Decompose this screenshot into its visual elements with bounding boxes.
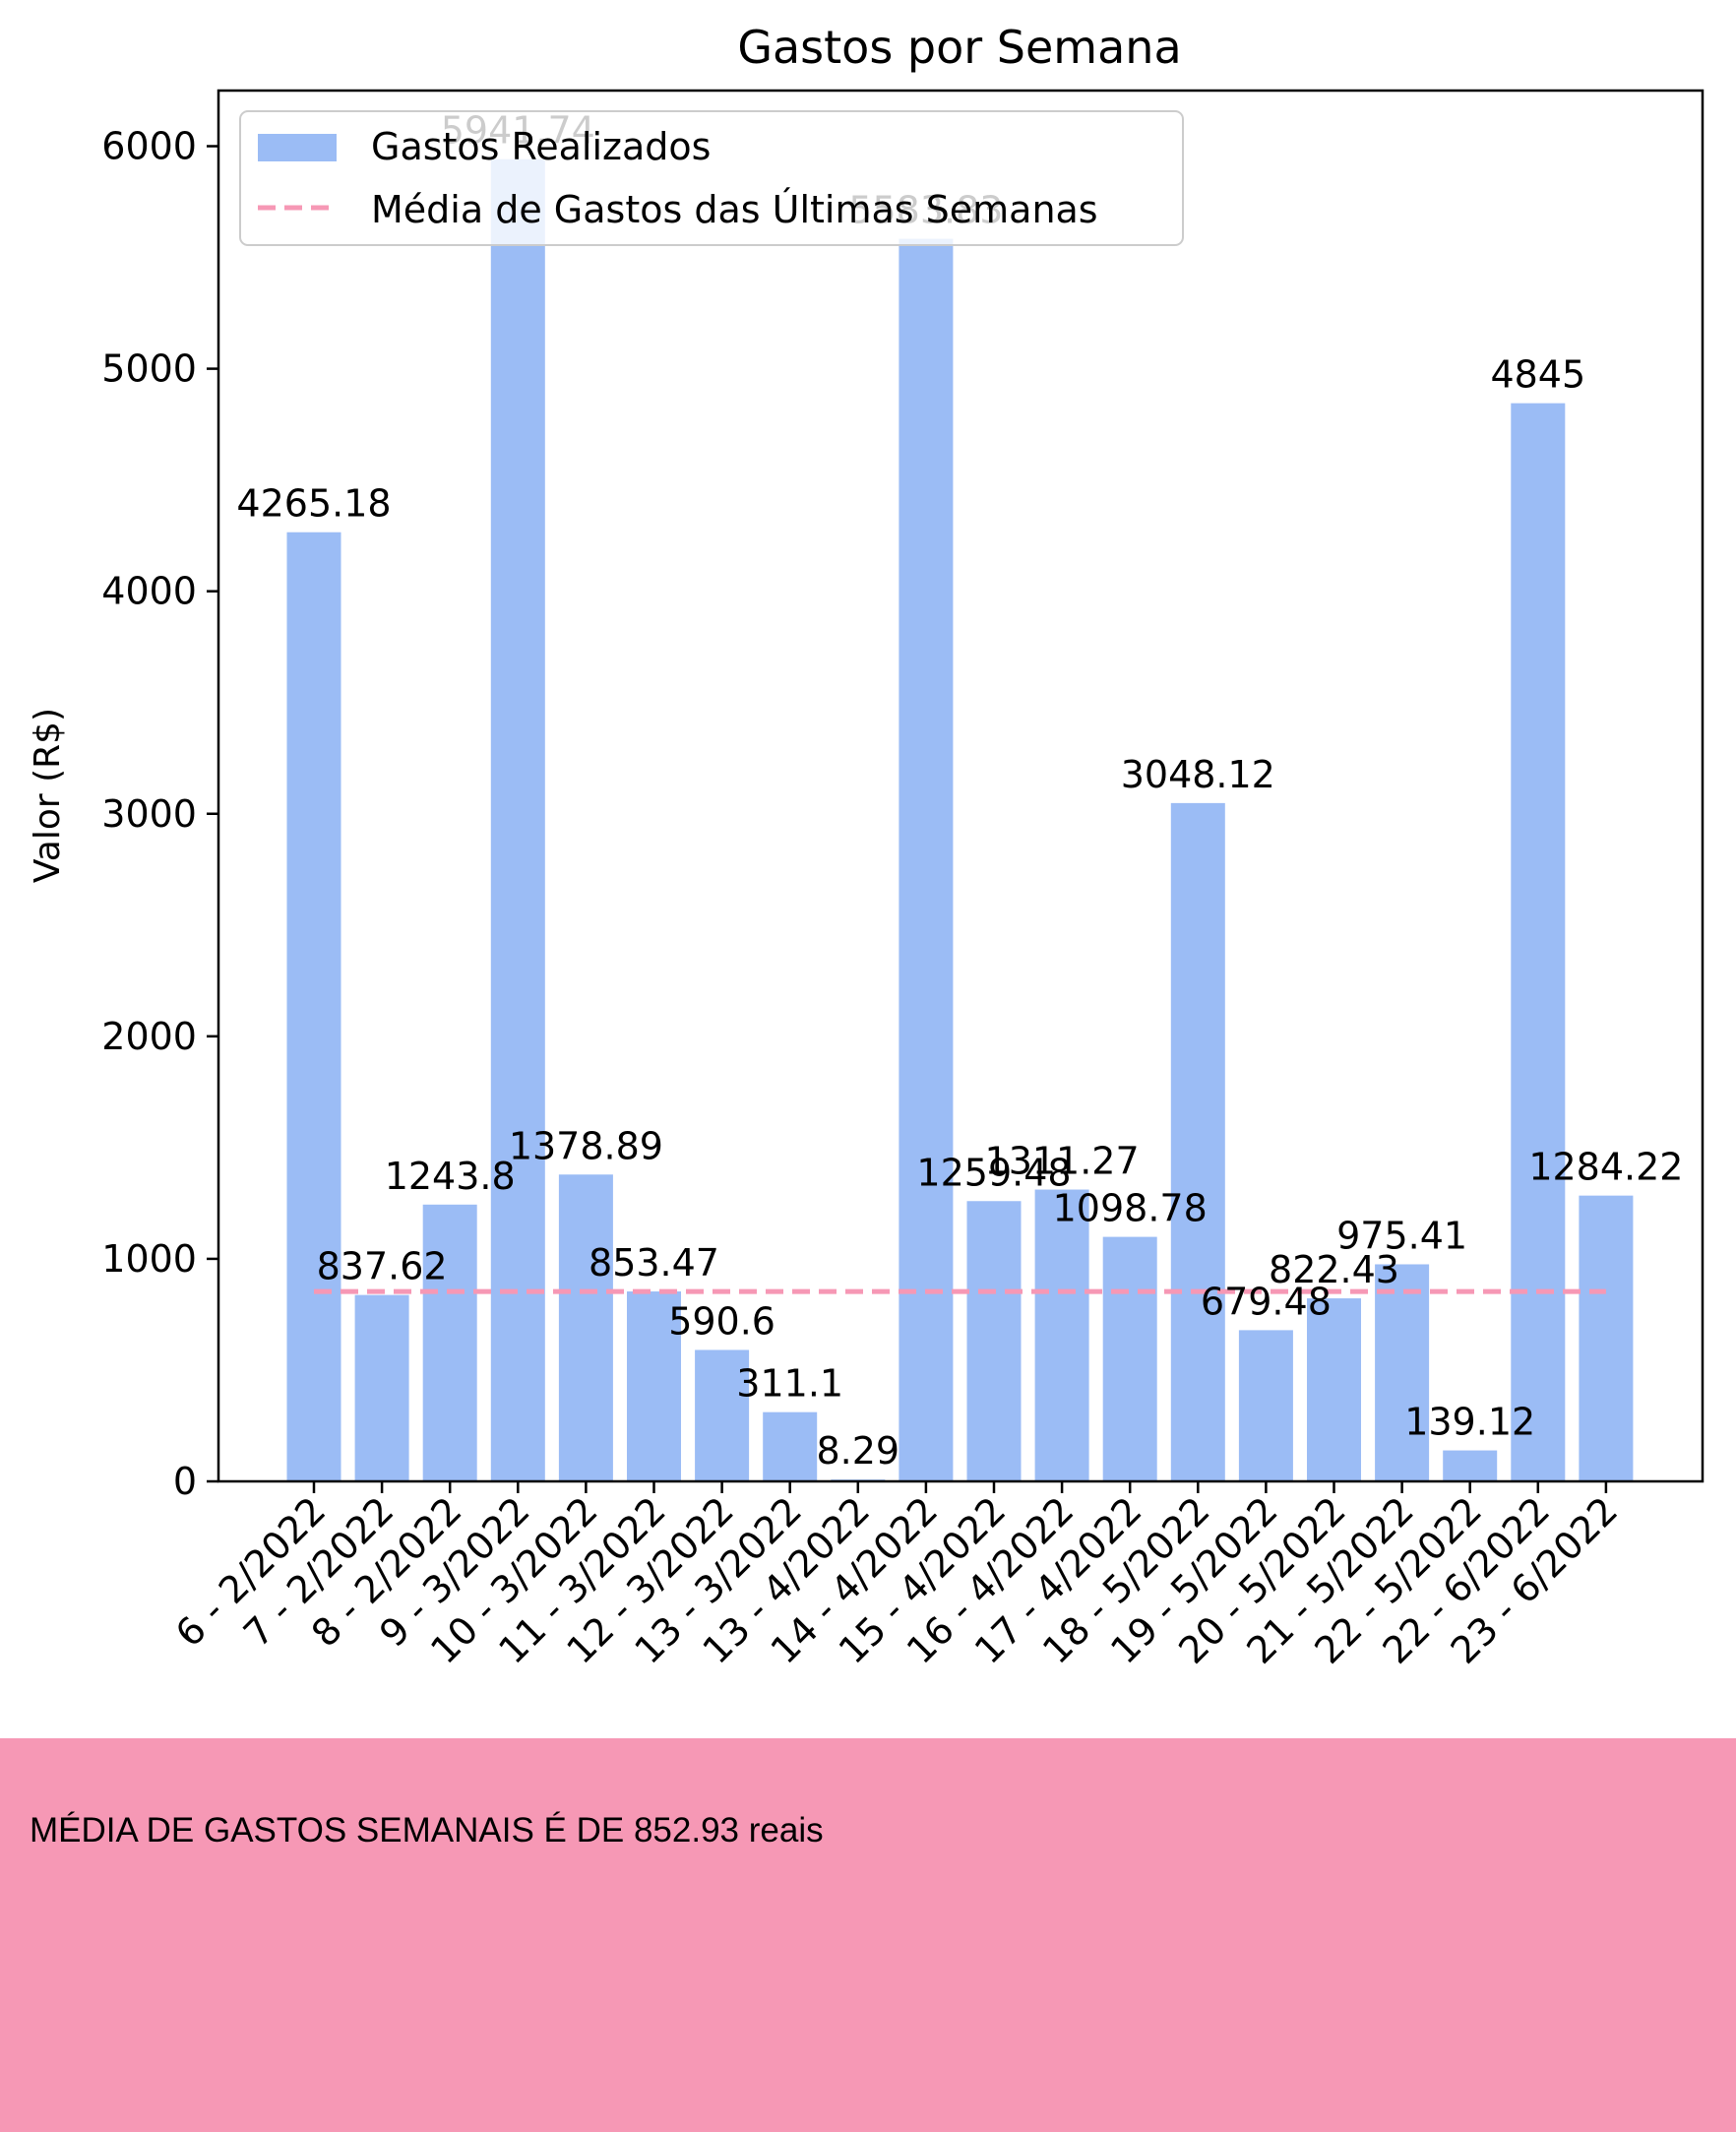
bar-value-label: 4265.18 — [236, 482, 391, 526]
legend: Gastos Realizados Média de Gastos das Úl… — [239, 110, 1184, 246]
bar-value-label: 1284.22 — [1528, 1146, 1683, 1189]
plot-frame — [217, 89, 1705, 1483]
legend-box — [239, 110, 1184, 246]
bar — [1238, 1330, 1293, 1481]
bar — [558, 1174, 613, 1481]
bar-value-label: 1098.78 — [1053, 1187, 1208, 1230]
y-axis-label: Valor (R$) — [28, 708, 68, 883]
footer-average-text: MÉDIA DE GASTOS SEMANAIS É DE 852.93 rea… — [30, 1811, 824, 1850]
bar — [1170, 802, 1225, 1481]
bar — [1102, 1236, 1157, 1481]
bar — [763, 1411, 818, 1481]
bar — [1579, 1195, 1634, 1481]
chart-title: Gastos por Semana — [737, 21, 1181, 74]
bar-value-label: 853.47 — [589, 1241, 719, 1285]
bar-value-label: 837.62 — [317, 1245, 448, 1288]
bar-value-label: 679.48 — [1201, 1280, 1332, 1323]
bar — [1034, 1189, 1089, 1481]
bar — [1511, 403, 1566, 1482]
bar-value-label: 1378.89 — [509, 1124, 663, 1167]
bar-value-label: 1259.48 — [916, 1151, 1071, 1194]
bar-value-label: 311.1 — [736, 1362, 843, 1406]
bar-value-label: 4845 — [1490, 353, 1585, 397]
bar — [354, 1294, 409, 1481]
bar — [422, 1204, 477, 1481]
bar — [899, 238, 954, 1482]
legend-bar-swatch — [258, 134, 337, 161]
y-tick-label: 2000 — [101, 1015, 197, 1058]
y-tick-label: 1000 — [101, 1237, 197, 1281]
y-tick-label: 6000 — [101, 125, 197, 168]
bars-layer — [286, 158, 1634, 1482]
bar — [286, 532, 341, 1481]
bar — [490, 158, 545, 1482]
bar-value-label: 139.12 — [1404, 1401, 1535, 1444]
bar-value-label: 975.41 — [1336, 1214, 1467, 1257]
bar-value-label: 1311.27 — [985, 1140, 1140, 1183]
bar-value-label: 1243.8 — [385, 1155, 516, 1198]
y-axis: 0 1000 2000 3000 4000 5000 6000 — [101, 125, 218, 1503]
bar-value-label: 822.43 — [1269, 1248, 1399, 1291]
y-tick-label: 4000 — [101, 570, 197, 613]
bar — [1443, 1450, 1498, 1481]
bar-value-label: 8.29 — [816, 1429, 899, 1473]
bar — [627, 1291, 681, 1481]
footer-banner — [0, 1738, 1736, 2132]
y-tick-label: 3000 — [101, 792, 197, 836]
bar — [1307, 1298, 1361, 1481]
bar — [966, 1201, 1022, 1481]
bar — [1375, 1264, 1430, 1481]
y-tick-label: 5000 — [101, 347, 197, 391]
bar — [695, 1349, 750, 1481]
legend-label-average: Média de Gastos das Últimas Semanas — [371, 188, 1098, 231]
bar-value-label: 590.6 — [668, 1299, 775, 1343]
legend-label-bars: Gastos Realizados — [371, 125, 711, 168]
bar-chart: Gastos por Semana Valor (R$) 4265.18 837.… — [28, 21, 1705, 1672]
bar-value-label: 3048.12 — [1121, 753, 1275, 796]
y-tick-label: 0 — [173, 1460, 197, 1503]
